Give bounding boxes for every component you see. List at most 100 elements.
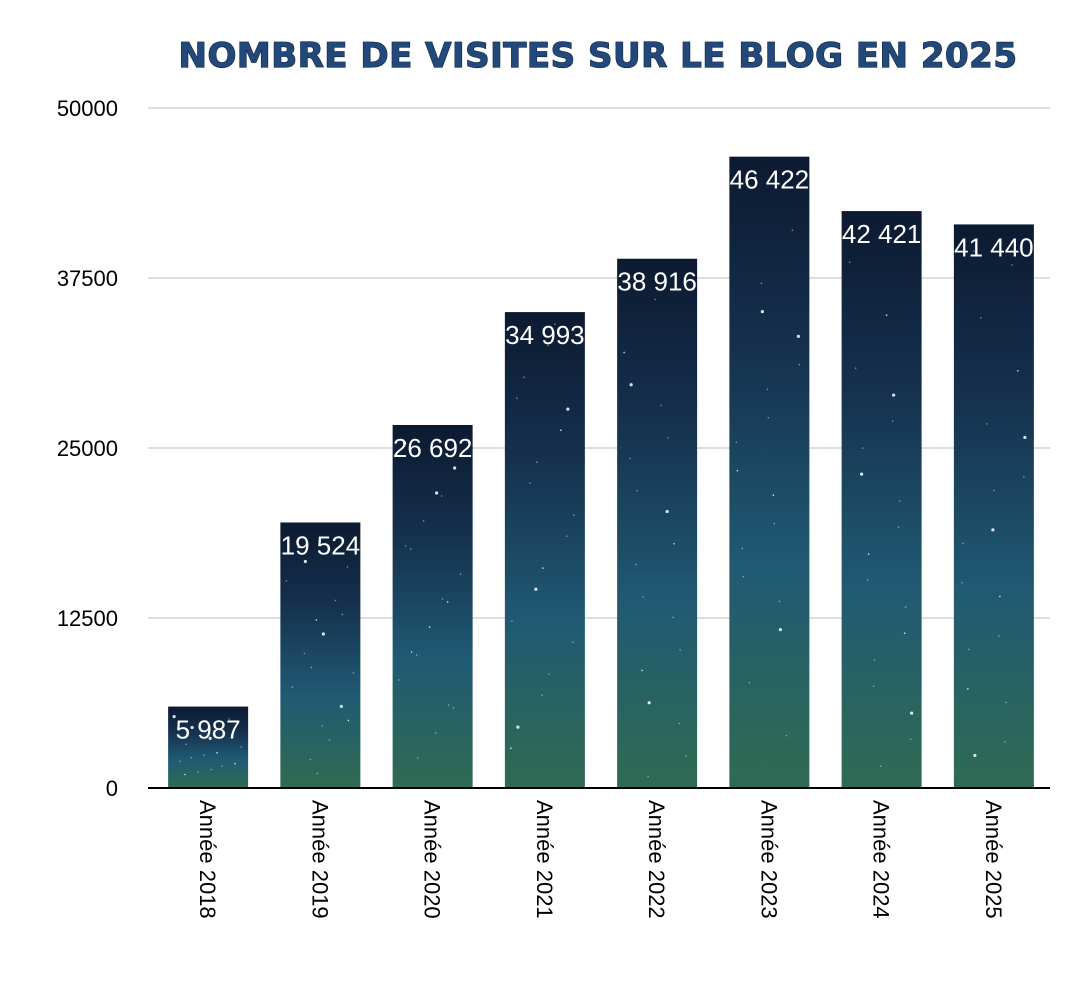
- star-dot: [542, 567, 544, 569]
- bar-stars: [623, 298, 687, 778]
- star-dot: [736, 469, 739, 472]
- star-dot: [760, 310, 764, 314]
- star-dot: [636, 489, 638, 492]
- star-dot: [210, 768, 212, 771]
- bar: [729, 156, 810, 789]
- star-dot: [172, 714, 176, 719]
- star-dot: [197, 771, 199, 773]
- star-dot: [1023, 435, 1027, 440]
- x-category-label: Année 2018: [195, 800, 220, 919]
- y-tick-label: 12500: [57, 606, 118, 631]
- star-dot: [796, 334, 800, 338]
- star-dot: [973, 753, 977, 758]
- star-dot: [866, 579, 869, 581]
- star-dot: [516, 397, 518, 400]
- star-dot: [754, 176, 757, 179]
- star-dot: [897, 526, 900, 528]
- star-dot: [873, 659, 876, 661]
- star-dot: [973, 250, 975, 253]
- star-dot: [440, 495, 443, 497]
- x-category-label: Année 2023: [756, 800, 781, 919]
- star-dot: [991, 528, 995, 532]
- star-dot: [1005, 701, 1007, 704]
- star-dot: [428, 626, 431, 628]
- star-dot: [560, 429, 562, 431]
- star-dot: [773, 522, 776, 525]
- star-dot: [339, 704, 343, 709]
- y-axis-tick-labels: 0 12500 25000 37500 50000: [57, 96, 118, 801]
- star-dot: [741, 547, 744, 550]
- star-dot: [566, 407, 570, 411]
- star-dot: [748, 681, 751, 684]
- y-tick-label: 50000: [57, 96, 118, 121]
- star-dot: [234, 762, 236, 765]
- star-dot: [623, 351, 625, 354]
- star-dot: [352, 672, 355, 674]
- star-dot: [303, 559, 307, 564]
- bar-stars: [510, 323, 575, 749]
- star-dot: [892, 393, 896, 397]
- star-dot: [673, 542, 675, 545]
- data-label: 46 422: [730, 165, 810, 195]
- star-dot: [316, 772, 319, 775]
- data-labels: 5 987 19 524 26 692 34 993 38 916 46 422 42 42…: [176, 165, 1034, 745]
- star-dot: [968, 648, 970, 651]
- star-dot: [216, 751, 218, 754]
- y-tick-label: 0: [106, 776, 118, 801]
- star-dot: [529, 482, 531, 484]
- star-dot: [667, 436, 669, 439]
- star-dot: [998, 635, 1000, 637]
- star-dot: [547, 344, 549, 347]
- star-dot: [961, 582, 963, 584]
- star-dot: [573, 514, 575, 516]
- star-dot: [986, 423, 988, 425]
- star-dot: [629, 457, 631, 460]
- star-dot: [872, 685, 875, 687]
- star-dot: [447, 704, 450, 706]
- star-dot: [346, 566, 349, 568]
- star-dot: [903, 632, 906, 634]
- star-dot: [510, 747, 512, 749]
- star-dot: [208, 736, 212, 740]
- star-dot: [760, 282, 763, 285]
- star-dot: [654, 298, 656, 301]
- star-dot: [767, 416, 770, 419]
- star-dot: [785, 734, 788, 737]
- data-label: 38 916: [617, 267, 697, 297]
- star-dot: [404, 545, 407, 547]
- star-dot: [766, 388, 769, 391]
- bar: [953, 224, 1034, 788]
- x-category-label: Année 2024: [869, 800, 894, 919]
- star-dot: [297, 546, 300, 549]
- data-label: 26 692: [393, 433, 473, 463]
- star-dot: [967, 688, 969, 690]
- bar-stars: [735, 176, 801, 737]
- star-dot: [791, 229, 794, 232]
- star-dot: [891, 420, 894, 422]
- star-dot: [422, 520, 425, 522]
- star-dot: [1017, 370, 1019, 372]
- star-dot: [572, 641, 574, 643]
- star-dot: [904, 606, 907, 608]
- star-dot: [190, 725, 194, 730]
- star-dot: [910, 711, 914, 715]
- star-dot: [962, 542, 964, 545]
- star-dot: [328, 739, 331, 741]
- data-label: 19 524: [281, 530, 361, 560]
- star-dot: [285, 580, 288, 582]
- star-dot: [867, 553, 870, 555]
- star-dot: [742, 575, 745, 578]
- star-dot: [222, 735, 224, 737]
- star-dot: [647, 775, 649, 778]
- star-dot: [898, 500, 901, 502]
- bar: [168, 706, 249, 788]
- star-dot: [179, 760, 181, 762]
- star-dot: [178, 729, 180, 731]
- star-dot: [678, 722, 680, 725]
- bar: [392, 424, 473, 788]
- star-dot: [185, 743, 187, 746]
- star-dot: [541, 694, 543, 696]
- bar: [280, 522, 361, 788]
- x-axis-category-labels: Année 2018 Année 2019 Année 2020 Année 2021…: [195, 800, 1006, 919]
- star-dot: [435, 491, 439, 495]
